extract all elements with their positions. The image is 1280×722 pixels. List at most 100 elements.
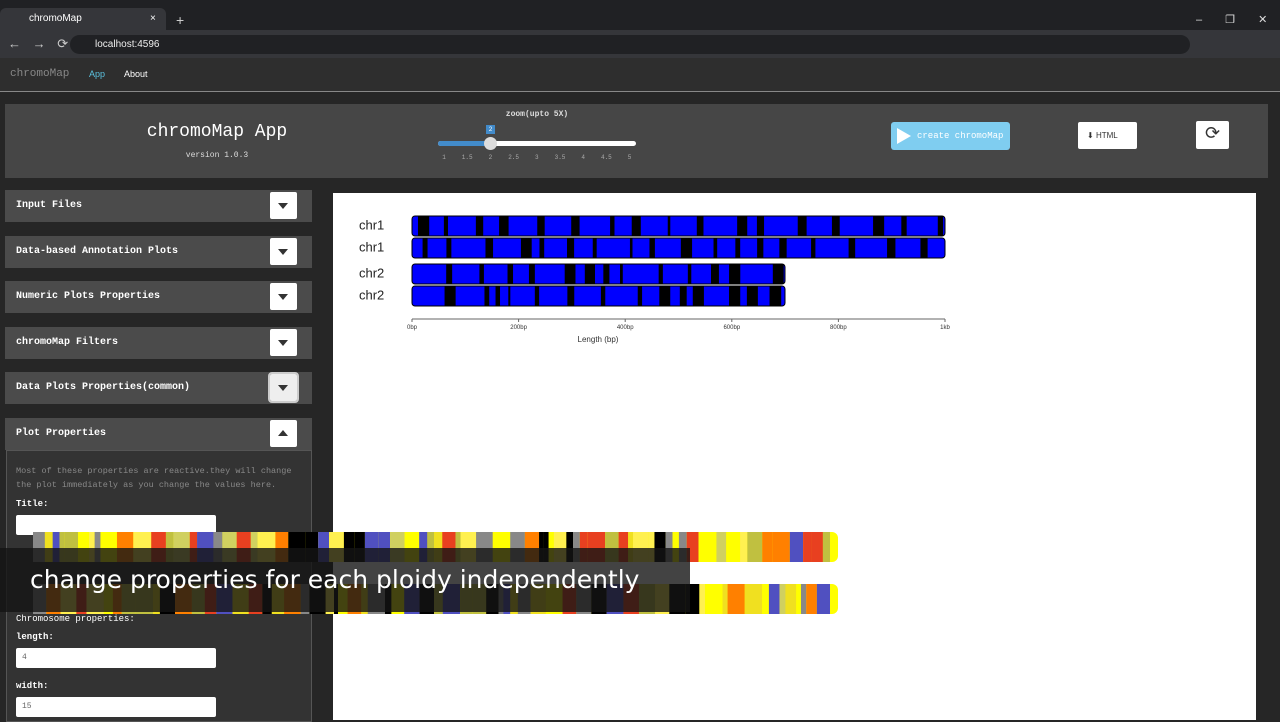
chromosome [411, 285, 786, 307]
ploidy-band [726, 532, 731, 562]
ploidy-band [803, 532, 812, 562]
ploidy-band [579, 532, 588, 562]
toggle[interactable] [270, 420, 297, 447]
slider-tick: 3 [534, 154, 539, 161]
panel[interactable]: Numeric Plots Properties [5, 281, 312, 313]
band [937, 216, 944, 236]
band [600, 286, 606, 306]
band [495, 286, 501, 306]
band [649, 238, 655, 258]
ploidy-band [78, 532, 90, 562]
ploidy-band [354, 532, 365, 562]
band [592, 238, 597, 258]
panel-title: chromoMap Filters [16, 337, 119, 348]
ploidy-band [762, 532, 773, 562]
ploidy-band [419, 532, 428, 562]
band [444, 286, 456, 306]
panel[interactable]: Plot Properties [5, 418, 312, 450]
navbar [0, 58, 1280, 92]
ploidy-band [806, 584, 817, 614]
slider-tick: 1.5 [461, 154, 473, 161]
ploidy-band [213, 532, 223, 562]
url-field[interactable]: localhost:4596 [70, 35, 1190, 54]
band [537, 216, 545, 236]
band [422, 238, 428, 258]
description: Most of these properties are reactive.th… [16, 466, 292, 490]
caption-box [0, 548, 690, 612]
band [610, 216, 615, 236]
band [637, 286, 643, 306]
band [756, 216, 765, 236]
band [629, 238, 633, 258]
toggle[interactable] [268, 372, 299, 403]
width-input[interactable]: 15 [16, 697, 216, 717]
field-label: width: [16, 681, 49, 691]
band [479, 264, 484, 284]
ploidy-band [165, 532, 174, 562]
ploidy-band [730, 532, 741, 562]
nav-link[interactable]: About [124, 69, 148, 79]
ploidy-band [779, 584, 786, 614]
url: localhost:4596 [95, 39, 160, 50]
band [620, 264, 623, 284]
ploidy-band [796, 584, 801, 614]
ploidy-band [434, 532, 443, 562]
ploidy-band [378, 532, 391, 562]
tab[interactable]: chromoMap × [0, 8, 166, 30]
ploidy-band [672, 532, 679, 562]
toggle[interactable] [270, 238, 297, 265]
ploidy-band [455, 532, 461, 562]
browser-nav[interactable]: ← → ⟳ [8, 36, 69, 51]
new-tab[interactable]: + [176, 12, 185, 28]
slider-tick: 3.5 [554, 154, 566, 161]
band [528, 264, 535, 284]
panel[interactable]: Data-based Annotation Plots [5, 236, 312, 268]
slider-track[interactable] [438, 141, 636, 146]
window-controls[interactable]: – ❐ ✕ [1196, 14, 1268, 26]
ploidy-band [705, 584, 723, 614]
section-label: Chromosome properties: [16, 614, 135, 624]
band [603, 264, 610, 284]
panel[interactable]: Data Plots Properties(common) [5, 372, 312, 404]
html-button[interactable]: ⬇ HTML [1078, 122, 1137, 149]
panel[interactable]: Input Files [5, 190, 312, 222]
band [696, 216, 704, 236]
band [631, 216, 641, 236]
band [507, 264, 514, 284]
band [567, 286, 575, 306]
chromosome [411, 215, 946, 237]
refresh-button[interactable]: ⟳ [1196, 121, 1229, 149]
ploidy-band [539, 532, 544, 562]
axis-tick-label: 800bp [830, 325, 847, 331]
panel[interactable]: chromoMap Filters [5, 327, 312, 359]
title-input[interactable] [16, 515, 216, 535]
brand[interactable]: chromoMap [10, 68, 70, 80]
nav-link[interactable]: App [89, 69, 106, 79]
band [418, 216, 430, 236]
band [757, 238, 764, 258]
slider-handle[interactable] [484, 137, 497, 150]
axis-tick-label: 600bp [723, 325, 740, 331]
panel-title: Data-based Annotation Plots [16, 246, 179, 257]
toggle[interactable] [270, 283, 297, 310]
band [729, 286, 741, 306]
create-button[interactable]: create chromoMap [891, 122, 1010, 150]
band [484, 286, 490, 306]
ploidy-band [543, 532, 549, 562]
band [687, 264, 692, 284]
band [564, 264, 576, 284]
tab-title: chromoMap [29, 13, 82, 24]
ploidy-band [740, 532, 748, 562]
version: version 1.0.3 [185, 151, 249, 160]
ploidy-band [44, 532, 53, 562]
toggle[interactable] [270, 192, 297, 219]
zoom-label: zoom(upto 5X) [505, 110, 569, 119]
toggle[interactable] [270, 329, 297, 356]
length-input[interactable]: 4 [16, 648, 216, 668]
band [567, 238, 575, 258]
ploidy-band [811, 532, 823, 562]
ploidy-band [59, 532, 65, 562]
band [443, 216, 448, 236]
ploidy-band [722, 584, 728, 614]
band [679, 286, 687, 306]
